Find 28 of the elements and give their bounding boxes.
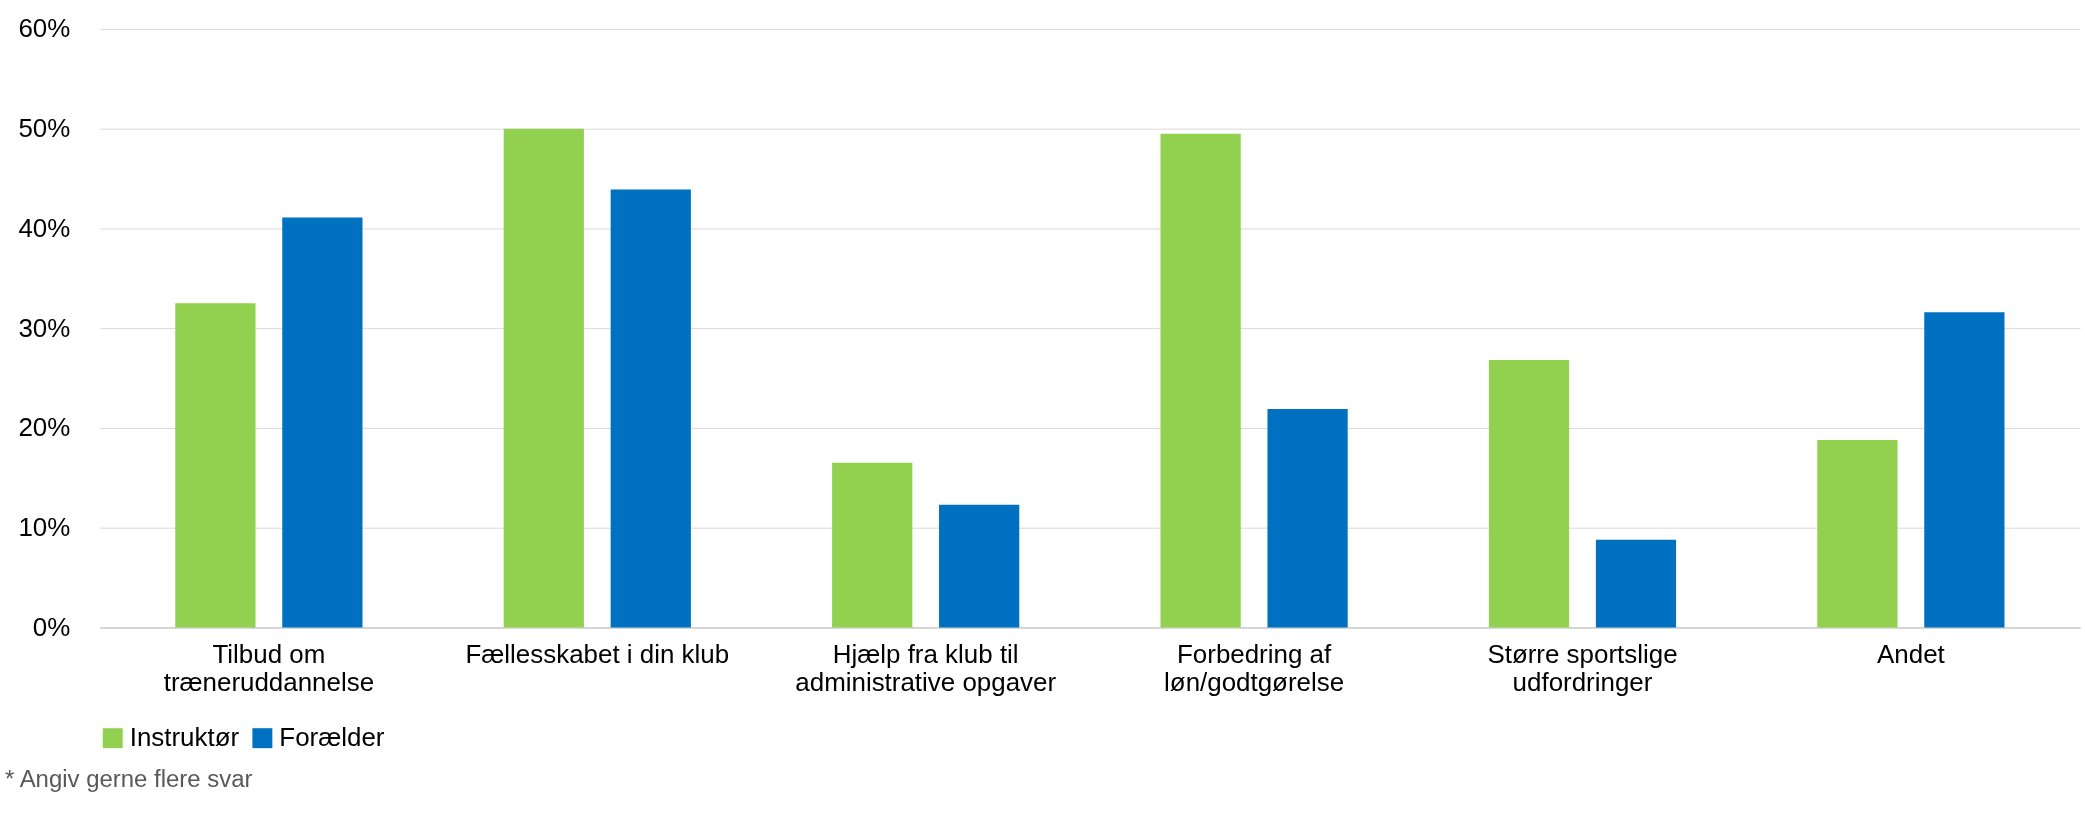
bar [1267,408,1348,628]
y-tick-label: 30% [18,313,71,342]
legend-label: Forælder [279,723,385,752]
bar [503,128,584,628]
bar [1924,312,2005,628]
bar [282,217,363,628]
y-tick-label: 40% [18,213,71,242]
bar [1817,439,1898,628]
bar [175,303,256,628]
bar [610,189,691,628]
bar [1160,133,1241,628]
y-tick-label: 20% [18,413,71,442]
x-tick-label: Større sportslige udfordringer [1487,639,1678,696]
y-tick-label: 50% [18,114,71,143]
y-tick-label: 60% [18,14,71,43]
y-tick-label: 0% [32,612,71,641]
x-tick-label: Andet [1877,639,1946,668]
y-tick-label: 10% [18,513,71,542]
x-tick-label: Tilbud om træneruddannelse [163,639,375,696]
bar [939,504,1020,628]
bar [1595,539,1677,628]
x-tick-label: Hjælp fra klub til administrative opgaver [795,639,1057,696]
bar [1488,360,1570,628]
x-tick-label: Fællesskabet i din klub [465,639,730,668]
text: * Angiv gerne flere svar [4,765,253,793]
legend-label: Instruktør [129,723,240,752]
x-tick-label: Forbedring af løn/godtgørelse [1164,639,1345,696]
bar [832,462,913,628]
